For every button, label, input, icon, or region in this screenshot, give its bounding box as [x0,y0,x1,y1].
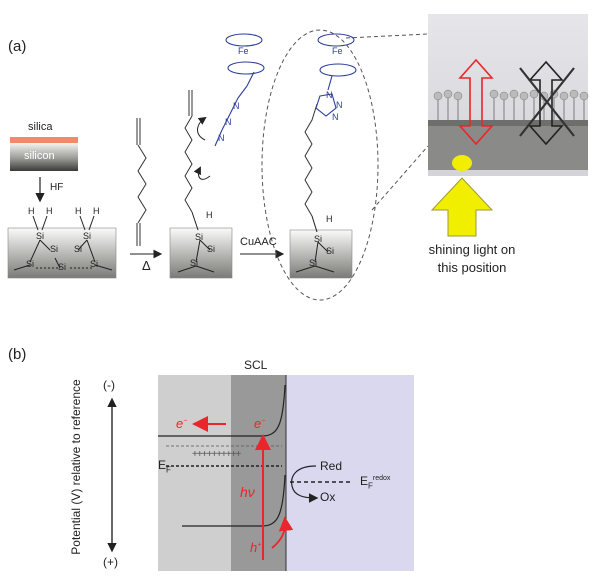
fe-label-2: Fe [332,46,343,56]
si-label-7: Si [90,259,99,269]
si-label-13: Si [309,258,318,268]
h-label-1: H [28,206,35,216]
h-label-3: H [75,206,82,216]
cuaac-label: CuAAC [240,236,277,248]
n-label-2: N [225,117,232,127]
silicon-layer [10,143,78,171]
h-label-4: H [93,206,100,216]
panel-b-label: (b) [8,346,27,363]
terminal-alkynes [136,118,141,246]
si-label-2: Si [83,231,92,241]
ef-redox-label: EFredox [360,474,391,491]
monolayer-inset [428,14,589,176]
h-label-2: H [46,206,53,216]
shining-line-1: shining light on [428,242,516,257]
electron-left-label: e− [176,416,188,431]
diyne-chain [137,144,147,224]
hf-label: HF [50,182,64,193]
si-label-4: Si [74,244,83,254]
si-label-5: Si [26,259,35,269]
si-label-8: Si [195,232,204,242]
n-label-1: N [233,101,240,111]
silicon-label: silicon [24,150,55,162]
band-diagram [107,375,414,571]
y-axis-label: Potential (V) relative to reference [69,379,83,555]
ef-label: EF [158,458,171,475]
n-label-4: N [326,90,333,100]
shining-line-2: this position [437,260,507,275]
red-double-arrow [458,58,494,146]
si-label-6: Si [58,262,67,272]
n-label-6: N [332,112,339,122]
triazole-ferrocene [315,33,357,117]
alkyne-silicon-block [169,90,233,279]
wafer-stack [10,137,78,171]
panel-a-label: (a) [8,38,27,55]
zoom-line-bottom [371,145,429,211]
triazole-silicon-block [289,103,353,279]
hole-label: h+ [250,540,262,555]
yellow-light-arrow [430,177,494,237]
plus-label: (+) [103,555,118,569]
bulk-region [158,375,231,571]
zoom-line-top [345,33,429,39]
solution-region [286,375,414,571]
silica-layer [10,137,78,143]
h-silicon-block [7,215,117,279]
plus-row: ++++++++++ [192,449,241,460]
silica-label: silica [28,121,53,133]
cross-line-2 [519,67,575,137]
n-label-5: N [336,100,343,110]
si-label-11: Si [314,234,323,244]
redox-arrow [291,465,319,503]
hole-arrow [271,516,294,549]
scl-label: SCL [244,358,268,372]
black-double-arrow [528,60,564,146]
red-label: Red [320,459,343,473]
si-label-9: Si [207,244,216,254]
fe-label-1: Fe [238,46,249,56]
scl-region [231,375,286,571]
light-spot [452,155,472,171]
si-label-1: Si [36,231,45,241]
h-label-6: H [326,214,333,224]
electron-right-label: e− [254,416,266,431]
hv-label: hν [240,484,255,500]
si-label-3: Si [50,244,59,254]
zoom-ellipse [261,29,379,301]
h-label-5: H [206,210,213,220]
azido-ferrocene [214,33,265,147]
delta-label: Δ [142,258,151,273]
si-label-10: Si [190,258,199,268]
minus-label: (-) [103,378,115,392]
ox-label: Ox [320,490,336,504]
n-label-3: N [218,133,225,143]
si-label-12: Si [326,246,335,256]
